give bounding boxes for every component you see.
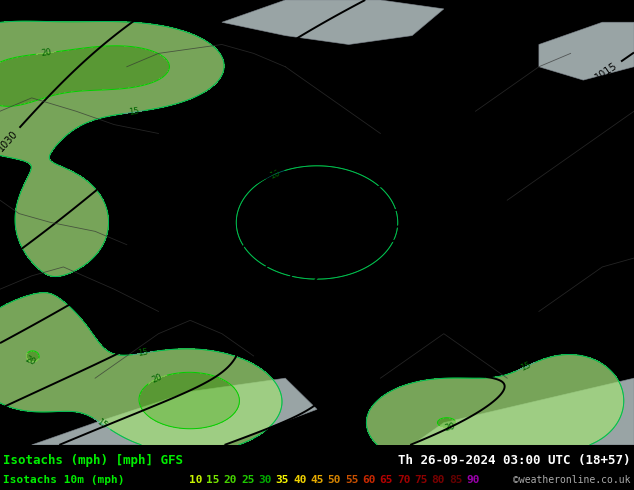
Text: 85: 85	[449, 475, 463, 485]
Text: 70: 70	[397, 475, 411, 485]
Text: 35: 35	[276, 475, 289, 485]
Text: 55: 55	[345, 475, 358, 485]
Text: 30: 30	[258, 475, 272, 485]
Text: 1015: 1015	[594, 60, 620, 82]
Text: 65: 65	[380, 475, 393, 485]
Text: 15: 15	[519, 360, 533, 373]
Polygon shape	[222, 0, 444, 45]
Text: 40: 40	[293, 475, 306, 485]
Text: 1020: 1020	[362, 100, 388, 122]
Text: 20: 20	[224, 475, 237, 485]
Text: 15: 15	[127, 107, 139, 118]
Text: 10: 10	[268, 168, 281, 180]
Text: 45: 45	[311, 475, 324, 485]
Text: 50: 50	[328, 475, 341, 485]
Text: 20: 20	[23, 355, 37, 368]
Text: 10: 10	[189, 475, 202, 485]
Text: ©weatheronline.co.uk: ©weatheronline.co.uk	[514, 475, 631, 485]
Text: 60: 60	[363, 475, 376, 485]
Text: Isotachs (mph) [mph] GFS: Isotachs (mph) [mph] GFS	[3, 454, 183, 467]
Text: 20: 20	[151, 372, 164, 385]
Text: 20: 20	[444, 421, 456, 433]
Text: 15: 15	[137, 348, 149, 358]
Text: Isotachs 10m (mph): Isotachs 10m (mph)	[3, 475, 125, 485]
Polygon shape	[539, 22, 634, 80]
Text: Th 26-09-2024 03:00 UTC (18+57): Th 26-09-2024 03:00 UTC (18+57)	[398, 454, 631, 467]
Text: 15: 15	[206, 475, 220, 485]
Text: 20: 20	[41, 48, 52, 58]
Text: 25: 25	[241, 475, 254, 485]
Text: 80: 80	[432, 475, 445, 485]
Polygon shape	[32, 378, 317, 445]
Text: 1025: 1025	[122, 147, 148, 170]
Text: 75: 75	[415, 475, 428, 485]
Text: 90: 90	[467, 475, 480, 485]
Text: 15: 15	[95, 417, 109, 430]
Polygon shape	[412, 378, 634, 445]
Text: 1030: 1030	[0, 128, 20, 153]
